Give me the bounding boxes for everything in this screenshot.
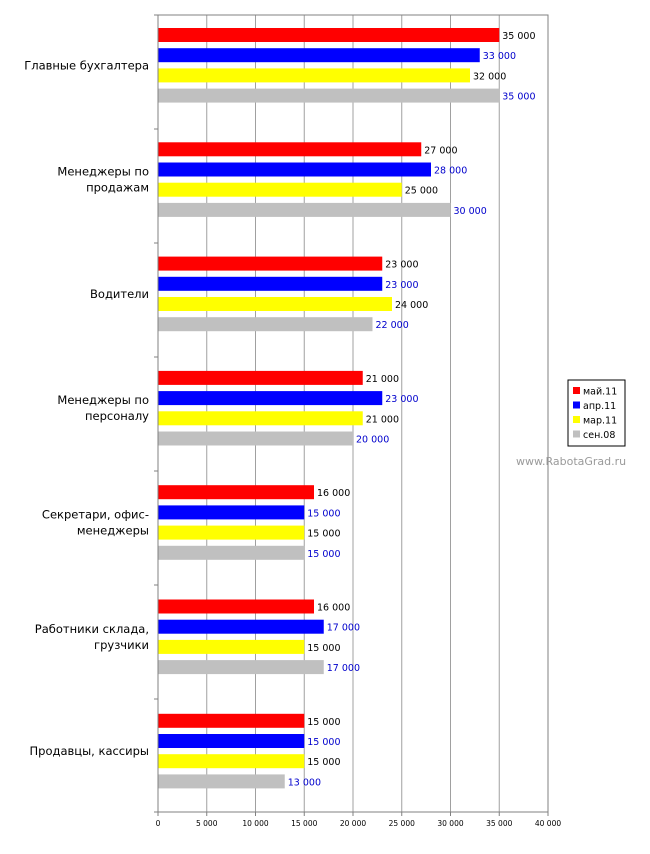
- category-label: Водители: [90, 287, 149, 301]
- data-label: 15 000: [307, 643, 340, 654]
- data-label: 15 000: [307, 529, 340, 540]
- data-label: 20 000: [356, 435, 389, 446]
- legend-swatch: [573, 416, 580, 423]
- data-label: 16 000: [317, 603, 350, 614]
- category-label: Главные бухгалтера: [24, 58, 149, 72]
- x-tick-label: 25 000: [389, 819, 415, 828]
- value-labels: 35 000 33 000 32 000 35 000 27 000 28 000 25 0…: [288, 31, 536, 788]
- bar: [158, 505, 305, 520]
- legend-swatch: [573, 387, 580, 394]
- category-label: персоналу: [85, 409, 149, 423]
- bar: [158, 774, 285, 789]
- bar: [158, 182, 402, 197]
- category-label: менеджеры: [77, 524, 149, 538]
- bar: [158, 599, 314, 614]
- bar: [158, 48, 480, 63]
- data-label: 28 000: [434, 166, 467, 177]
- data-label: 23 000: [385, 394, 418, 405]
- x-tick-label: 20 000: [340, 819, 366, 828]
- bar: [158, 734, 305, 748]
- bar: [158, 431, 353, 446]
- legend-label: май.11: [583, 387, 617, 398]
- bar: [158, 660, 324, 675]
- data-label: 32 000: [473, 71, 506, 82]
- data-label: 13 000: [288, 777, 321, 788]
- bar: [158, 370, 363, 385]
- bar: [158, 485, 314, 500]
- data-label: 35 000: [502, 31, 535, 42]
- bar: [158, 713, 305, 728]
- category-label: продажам: [86, 181, 149, 195]
- data-label: 17 000: [327, 663, 360, 674]
- data-label: 33 000: [483, 51, 516, 62]
- category-label: Продавцы, кассиры: [30, 744, 149, 758]
- data-label: 21 000: [366, 414, 399, 425]
- bar: [158, 619, 324, 634]
- bar: [158, 88, 500, 103]
- data-label: 25 000: [405, 186, 438, 197]
- bar: [158, 256, 383, 271]
- bar: [158, 545, 305, 560]
- data-label: 30 000: [454, 206, 487, 217]
- bar: [158, 391, 383, 406]
- category-label: Менеджеры по: [57, 165, 149, 179]
- category-label: Секретари, офис-: [42, 508, 149, 522]
- bar: [158, 162, 431, 177]
- bar: [158, 68, 470, 83]
- x-tick-label: 30 000: [437, 819, 463, 828]
- bars: [158, 28, 500, 789]
- bar: [158, 317, 373, 332]
- bar: [158, 276, 383, 291]
- x-tick-label: 40 000: [535, 819, 561, 828]
- legend-label: апр.11: [583, 401, 616, 412]
- x-tick-label: 10 000: [242, 819, 268, 828]
- bar: [158, 754, 305, 769]
- bar: [158, 142, 422, 157]
- bar: [158, 28, 500, 42]
- bar: [158, 525, 305, 540]
- x-tick-label: 15 000: [291, 819, 317, 828]
- data-label: 15 000: [307, 757, 340, 768]
- data-label: 16 000: [317, 488, 350, 499]
- data-label: 21 000: [366, 374, 399, 385]
- category-label: грузчики: [94, 638, 149, 652]
- category-label: Менеджеры по: [57, 393, 149, 407]
- watermark-text: www.RabotaGrad.ru: [516, 455, 626, 468]
- legend-label: мар.11: [583, 416, 617, 427]
- data-label: 22 000: [376, 320, 409, 331]
- category-label: Работники склада,: [35, 622, 149, 636]
- x-tick-label: 0: [156, 819, 161, 828]
- x-tick-label: 35 000: [486, 819, 512, 828]
- data-label: 15 000: [307, 717, 340, 728]
- data-label: 27 000: [424, 145, 457, 156]
- x-tick-label: 5 000: [196, 819, 218, 828]
- data-label: 23 000: [385, 280, 418, 291]
- legend-swatch: [573, 430, 580, 438]
- bar: [158, 411, 363, 426]
- bar: [158, 202, 451, 217]
- data-label: 24 000: [395, 300, 428, 311]
- bar: [158, 297, 392, 311]
- data-label: 15 000: [307, 508, 340, 519]
- data-label: 17 000: [327, 623, 360, 634]
- legend-swatch: [573, 401, 580, 409]
- bar: [158, 639, 305, 654]
- legend-label: сен.08: [583, 430, 615, 441]
- data-label: 15 000: [307, 549, 340, 560]
- data-label: 35 000: [502, 92, 535, 103]
- data-label: 23 000: [385, 260, 418, 271]
- legend: май.11 апр.11 мар.11 сен.08: [567, 379, 626, 447]
- data-label: 15 000: [307, 737, 340, 748]
